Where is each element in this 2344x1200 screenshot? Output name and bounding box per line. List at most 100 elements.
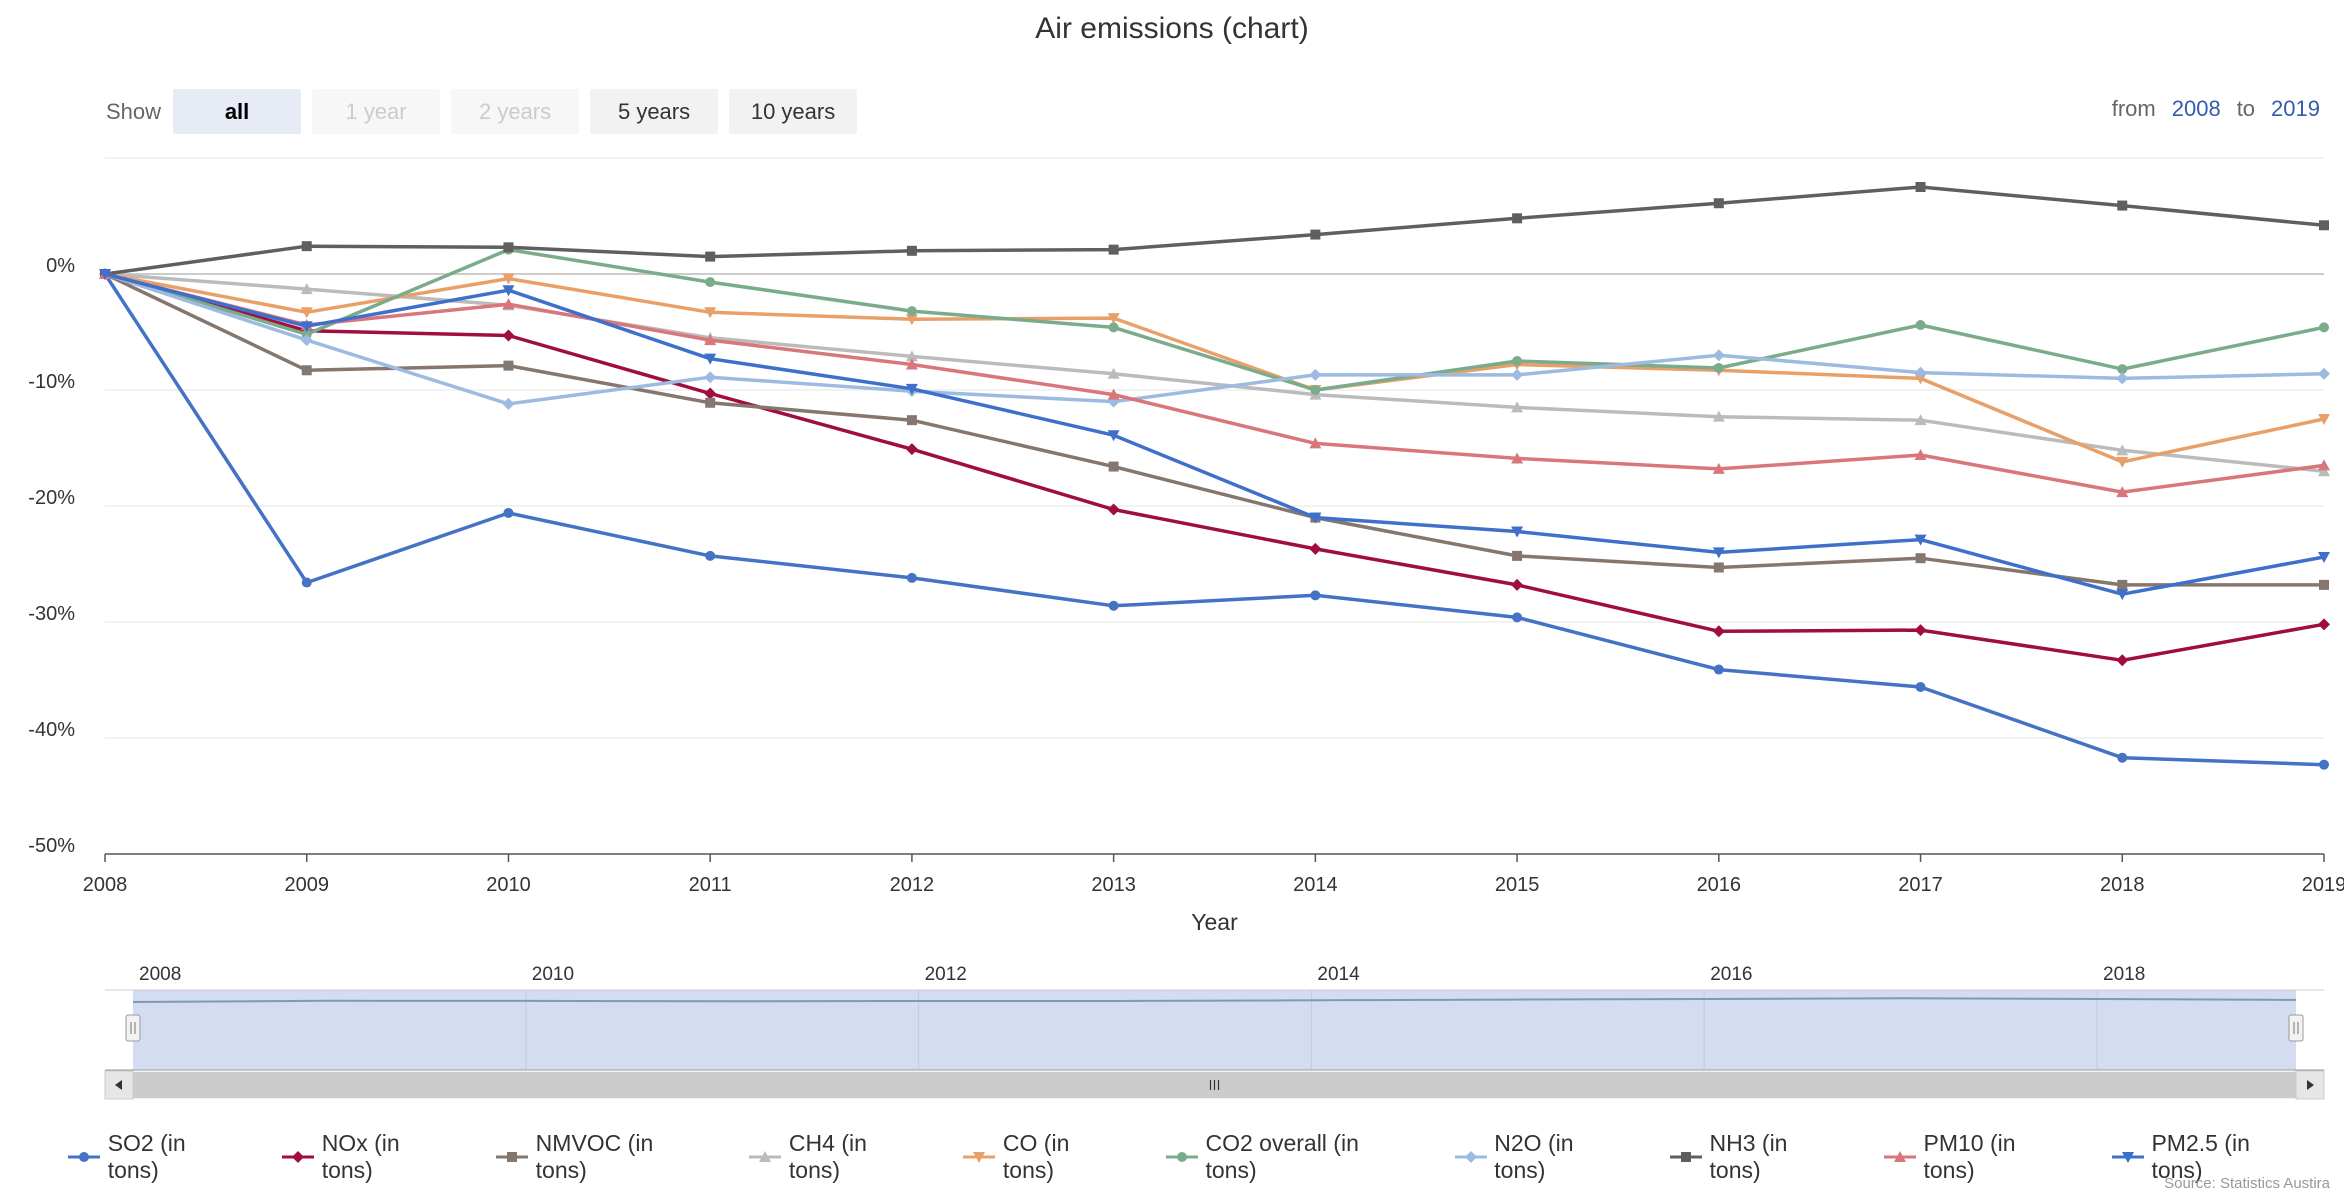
- legend-symbol-icon: [1883, 1151, 1916, 1162]
- data-point: [1309, 368, 1322, 381]
- legend-symbol-icon: [282, 1151, 314, 1163]
- data-point: [2116, 372, 2129, 385]
- data-point: [2117, 752, 2128, 763]
- series-line[interactable]: [104, 272, 2324, 587]
- data-point: [2117, 579, 2128, 590]
- legend-item[interactable]: SO2 (in tons): [66, 1130, 242, 1184]
- data-point: [301, 577, 312, 588]
- navigator-right-handle[interactable]: [2288, 1014, 2304, 1042]
- data-point: [905, 314, 918, 326]
- series-line[interactable]: [104, 272, 2325, 406]
- x-tick-label: 2008: [83, 874, 128, 896]
- range-button-1-year: 1 year: [312, 89, 441, 134]
- data-point: [2319, 220, 2329, 231]
- legend-item[interactable]: PM10 (in tons): [1882, 1130, 2072, 1184]
- x-tick-label: 2010: [486, 874, 531, 896]
- legend-item[interactable]: NMVOC (in tons): [494, 1130, 709, 1184]
- x-tick-label: 2014: [1293, 874, 1338, 896]
- legend: SO2 (in tons) NOx (in tons) NMVOC (in tons…: [66, 1130, 2344, 1184]
- data-point: [906, 245, 917, 256]
- legend-symbol-icon: [68, 1152, 100, 1162]
- chart-title: Air emissions (chart): [1035, 12, 1309, 45]
- series-6: [99, 268, 2330, 410]
- x-tick-label: 2019: [2302, 874, 2344, 896]
- series-line[interactable]: [104, 272, 2325, 494]
- data-point: [1713, 198, 1724, 209]
- series-2: [100, 269, 2329, 590]
- navigator-left-handle[interactable]: [125, 1014, 141, 1042]
- legend-marker: [2121, 1152, 2134, 1163]
- x-tick-label: 2013: [1091, 874, 1136, 896]
- legend-item[interactable]: N2O (in tons): [1453, 1130, 1630, 1184]
- range-button-5-years[interactable]: 5 years: [590, 89, 719, 134]
- range-button-all[interactable]: all: [173, 89, 302, 134]
- data-point: [704, 307, 717, 319]
- legend-item[interactable]: NOx (in tons): [280, 1130, 456, 1184]
- date-range-inputs: from 2008 to 2019: [2112, 96, 2320, 122]
- legend-marker: [759, 1151, 772, 1162]
- data-point: [300, 283, 313, 295]
- data-point: [2318, 618, 2330, 631]
- x-tick-label: 2016: [1697, 874, 1742, 896]
- data-point: [1107, 367, 1120, 379]
- navigator-label: 2008: [139, 964, 181, 985]
- range-selector-label: Show: [106, 98, 162, 124]
- series-8: [99, 268, 2330, 498]
- legend-item[interactable]: CO2 overall (in tons): [1164, 1130, 1415, 1184]
- series-line[interactable]: [103, 273, 2325, 767]
- data-point: [1915, 553, 1926, 564]
- legend-marker: [973, 1152, 986, 1163]
- series-line[interactable]: [104, 272, 2325, 663]
- data-point: [502, 273, 515, 285]
- x-tick-label: 2011: [689, 874, 732, 896]
- handle-box[interactable]: [2288, 1014, 2304, 1042]
- legend-label: CO2 overall (in tons): [1205, 1130, 1359, 1183]
- series-line[interactable]: [104, 272, 2325, 596]
- from-label: from: [2111, 96, 2156, 121]
- from-date-input[interactable]: 2008: [2171, 96, 2221, 121]
- range-button-10-years[interactable]: 10 years: [729, 89, 858, 134]
- data-point: [502, 397, 515, 410]
- navigator-label: 2012: [925, 964, 967, 985]
- data-point: [1712, 462, 1725, 474]
- data-point: [704, 371, 717, 384]
- credits[interactable]: Source: Statistics Austira: [2164, 1175, 2330, 1192]
- data-point: [2319, 759, 2329, 770]
- series-line[interactable]: [104, 272, 2325, 464]
- legend-marker: [79, 1152, 89, 1162]
- series-line[interactable]: [104, 272, 2325, 473]
- legend-label: NOx (in tons): [321, 1130, 400, 1183]
- data-point: [1712, 625, 1725, 638]
- legend-item[interactable]: CO (in tons): [961, 1130, 1126, 1184]
- data-point: [1713, 664, 1724, 675]
- series-line[interactable]: [104, 247, 2325, 392]
- chevron-left-icon: [115, 1080, 122, 1090]
- data-point: [1713, 562, 1724, 573]
- legend-label: CO (in tons): [1002, 1130, 1070, 1183]
- legend-item[interactable]: PM2.5 (in tons): [2110, 1130, 2306, 1184]
- data-point: [1309, 512, 1322, 524]
- data-point: [2116, 654, 2129, 667]
- data-point: [2318, 465, 2330, 477]
- legend-item[interactable]: CH4 (in tons): [747, 1130, 923, 1184]
- to-date-input[interactable]: 2019: [2271, 96, 2320, 121]
- series-line[interactable]: [104, 185, 2325, 276]
- data-point: [1511, 526, 1524, 538]
- data-point: [99, 269, 111, 280]
- data-point: [1511, 368, 1524, 381]
- handle-box[interactable]: [125, 1014, 141, 1042]
- legend-label: PM2.5 (in tons): [2151, 1130, 2250, 1183]
- data-point: [705, 550, 716, 561]
- legend-item[interactable]: NH3 (in tons): [1668, 1130, 1844, 1184]
- series-9: [99, 269, 2330, 601]
- y-tick-label: 0%: [46, 255, 75, 277]
- data-point: [1108, 461, 1119, 472]
- data-point: [2116, 456, 2129, 468]
- series-lines: [99, 182, 2330, 770]
- legend-label: N2O (in tons): [1494, 1130, 1574, 1183]
- data-point: [2116, 486, 2129, 498]
- data-point: [502, 285, 515, 297]
- y-tick-label: -50%: [28, 835, 75, 857]
- data-point: [906, 572, 917, 583]
